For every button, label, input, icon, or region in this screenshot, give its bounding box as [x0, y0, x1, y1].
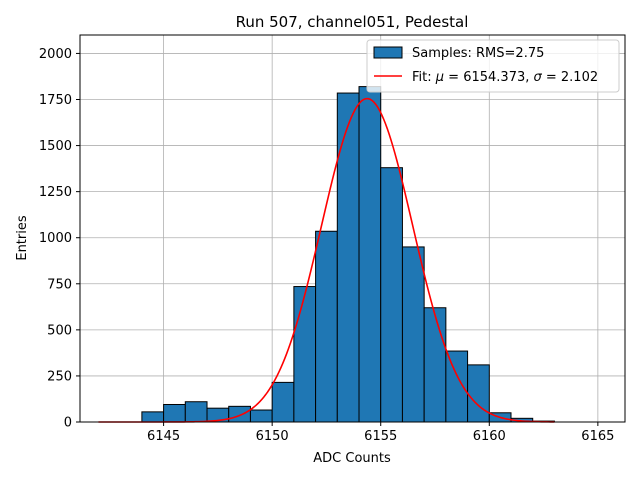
x-axis-label: ADC Counts [313, 451, 391, 466]
legend-label-samples: Samples: RMS=2.75 [412, 46, 544, 61]
histogram-bar [380, 167, 403, 423]
histogram-bar [141, 411, 165, 423]
histogram-bars [141, 86, 555, 423]
y-tick-label: 250 [47, 369, 72, 384]
y-axis-ticks: 0 250 500 750 1000 1250 1500 1750 2000 [39, 47, 80, 431]
legend-box [366, 39, 620, 93]
legend: Samples: RMS=2.75 Fit: μ = 6154.373, σ =… [366, 39, 620, 93]
legend-swatch-samples [373, 46, 403, 59]
legend-label-fit: Fit: μ = 6154.373, σ = 2.102 [412, 70, 598, 85]
histogram-bar [228, 405, 251, 423]
y-tick-label: 2000 [39, 47, 72, 62]
histogram-bar [423, 307, 447, 423]
y-tick-label: 1500 [39, 139, 72, 154]
histogram-bar [293, 286, 317, 423]
x-axis-ticks: 6145 6150 6155 6160 6165 [147, 422, 614, 444]
histogram-bar [163, 403, 186, 423]
histogram-bar [249, 409, 273, 423]
x-tick-label: 6165 [581, 429, 614, 444]
y-tick-label: 500 [47, 323, 72, 338]
histogram-bar [336, 92, 360, 423]
histogram-bar [358, 86, 382, 423]
y-axis-label: Entries [15, 215, 30, 261]
histogram-bar [445, 350, 469, 423]
histogram-bar [184, 401, 208, 423]
histogram-bar [315, 230, 338, 423]
y-tick-label: 1750 [39, 93, 72, 108]
y-tick-label: 750 [47, 277, 72, 292]
x-tick-label: 6150 [256, 429, 289, 444]
y-tick-label: 1250 [39, 185, 72, 200]
histogram-bar [401, 246, 425, 423]
y-tick-label: 1000 [39, 231, 72, 246]
chart-title: Run 507, channel051, Pedestal [236, 13, 469, 31]
histogram-bar [467, 364, 490, 423]
histogram-bar [271, 381, 295, 423]
plot-frame [79, 34, 626, 423]
x-tick-label: 6160 [473, 429, 506, 444]
x-tick-label: 6155 [364, 429, 397, 444]
x-tick-label: 6145 [147, 429, 180, 444]
y-tick-label: 0 [64, 416, 72, 431]
